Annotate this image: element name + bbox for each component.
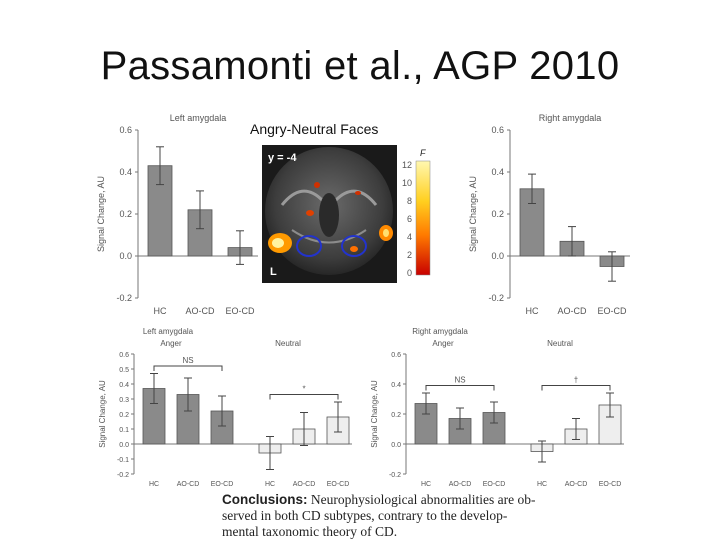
right-amygdala-roi-circle xyxy=(341,235,367,257)
colorbar xyxy=(415,160,431,276)
chart-left-amygdala-top: Left amygdala Signal Change, AU 0.6 0.4 0.2 0… xyxy=(96,113,258,316)
y-tick-label: 0.5 xyxy=(119,367,129,374)
slice-label: y = -4 xyxy=(268,152,297,164)
anger-significance-bracket xyxy=(153,365,223,371)
y-tick-label: 0.2 xyxy=(491,209,504,219)
y-tick-label: 0.0 xyxy=(491,251,504,261)
y-tick-label: 0.0 xyxy=(391,442,401,449)
colorbar-tick-label: 8 xyxy=(407,196,412,206)
left-amygdala-roi-circle xyxy=(296,235,322,257)
x-tick-label: EO-CD xyxy=(598,306,628,316)
y-tick-label: -0.1 xyxy=(117,457,129,464)
x-tick-label: HC xyxy=(154,306,167,316)
x-tick-label: HC xyxy=(265,481,275,488)
y-axis-label: Signal Change, AU xyxy=(98,380,107,448)
y-tick-label: 0.2 xyxy=(119,412,129,419)
chart-title: Right amygdala xyxy=(539,113,602,123)
anger-significance-bracket xyxy=(425,385,495,391)
group-label-neutral: Neutral xyxy=(275,339,301,348)
group-label-anger: Anger xyxy=(432,339,454,348)
x-tick-label: AO-CD xyxy=(565,481,588,488)
anger-significance-label: NS xyxy=(182,356,193,365)
side-label: L xyxy=(270,266,277,278)
slide-subtitle: Angry-Neutral Faces xyxy=(250,121,379,137)
neutral-significance-label: * xyxy=(302,385,305,394)
y-tick-label: -0.2 xyxy=(488,293,504,303)
x-tick-label: EO-CD xyxy=(226,306,256,316)
y-axis-label: Signal Change, AU xyxy=(96,176,106,252)
y-tick-label: -0.2 xyxy=(389,472,401,479)
y-tick-label: 0.6 xyxy=(119,125,132,135)
y-tick-label: 0.3 xyxy=(119,397,129,404)
group-label-neutral: Neutral xyxy=(547,339,573,348)
x-tick-label: HC xyxy=(421,481,431,488)
colorbar-label: F xyxy=(420,148,426,158)
group-label-anger: Anger xyxy=(160,339,182,348)
x-tick-label: HC xyxy=(526,306,539,316)
y-tick-label: 0.6 xyxy=(491,125,504,135)
chart-title: Left amygdala xyxy=(170,113,227,123)
y-tick-label: 0.6 xyxy=(119,352,129,359)
x-tick-label: AO-CD xyxy=(177,481,200,488)
y-tick-label: 0.4 xyxy=(391,382,401,389)
colorbar-tick-label: 10 xyxy=(402,178,412,188)
chart-title: Right amygdala xyxy=(412,327,468,336)
y-tick-label: 0.4 xyxy=(119,167,132,177)
colorbar-tick-label: 0 xyxy=(407,268,412,278)
y-tick-label: 0.1 xyxy=(119,427,129,434)
x-tick-label: EO-CD xyxy=(599,481,622,488)
x-tick-label: AO-CD xyxy=(558,306,588,316)
y-tick-label: 0.0 xyxy=(119,442,129,449)
slide-title: Passamonti et al., AGP 2010 xyxy=(100,44,620,88)
chart-right-amygdala-bottom: Right amygdala Anger Neutral Signal Change,… xyxy=(370,327,624,488)
y-axis-label: Signal Change, AU xyxy=(370,380,379,448)
y-tick-label: 0.2 xyxy=(119,209,132,219)
conclusion-label: Conclusions: xyxy=(222,492,308,507)
conclusion-text: Conclusions: Neurophysiological abnormal… xyxy=(222,492,552,540)
y-axis-label: Signal Change, AU xyxy=(468,176,478,252)
y-tick-label: 0.6 xyxy=(391,352,401,359)
x-tick-label: HC xyxy=(537,481,547,488)
x-tick-label: HC xyxy=(149,481,159,488)
x-tick-label: AO-CD xyxy=(186,306,216,316)
colorbar-tick-label: 12 xyxy=(402,160,412,170)
neutral-significance-bracket xyxy=(269,394,339,400)
colorbar-tick-label: 4 xyxy=(407,232,412,242)
colorbar-tick-label: 6 xyxy=(407,214,412,224)
chart-title: Left amygdala xyxy=(143,327,194,336)
conclusion-line-1: Neurophysiological abnormalities are ob- xyxy=(310,492,536,507)
x-tick-label: EO-CD xyxy=(483,481,506,488)
conclusion-line-3: mental taxonomic theory of CD. xyxy=(222,524,398,539)
chart-right-amygdala-top: Right amygdala Signal Change, AU 0.6 0.4 0.2… xyxy=(468,113,630,316)
y-tick-label: -0.2 xyxy=(117,472,129,479)
chart-left-amygdala-bottom: Left amygdala Anger Neutral Signal Change, … xyxy=(98,327,352,488)
brain-slice-image: y = -4 L F 12 10 8 6 4 2 0 xyxy=(262,145,431,283)
bar-AO-CD xyxy=(187,209,213,257)
y-tick-label: 0.4 xyxy=(491,167,504,177)
y-tick-label: -0.2 xyxy=(116,293,132,303)
colorbar-tick-label: 2 xyxy=(407,250,412,260)
conclusion-line-2: served in both CD subtypes, contrary to … xyxy=(222,508,508,523)
x-tick-label: EO-CD xyxy=(211,481,234,488)
neutral-significance-bracket xyxy=(541,385,611,391)
y-tick-label: 0.4 xyxy=(119,382,129,389)
x-tick-label: EO-CD xyxy=(327,481,350,488)
x-tick-label: AO-CD xyxy=(293,481,316,488)
neutral-significance-label: † xyxy=(574,376,578,385)
x-tick-label: AO-CD xyxy=(449,481,472,488)
y-tick-label: 0.0 xyxy=(119,251,132,261)
y-tick-label: 0.2 xyxy=(391,412,401,419)
anger-significance-label: NS xyxy=(454,376,465,385)
